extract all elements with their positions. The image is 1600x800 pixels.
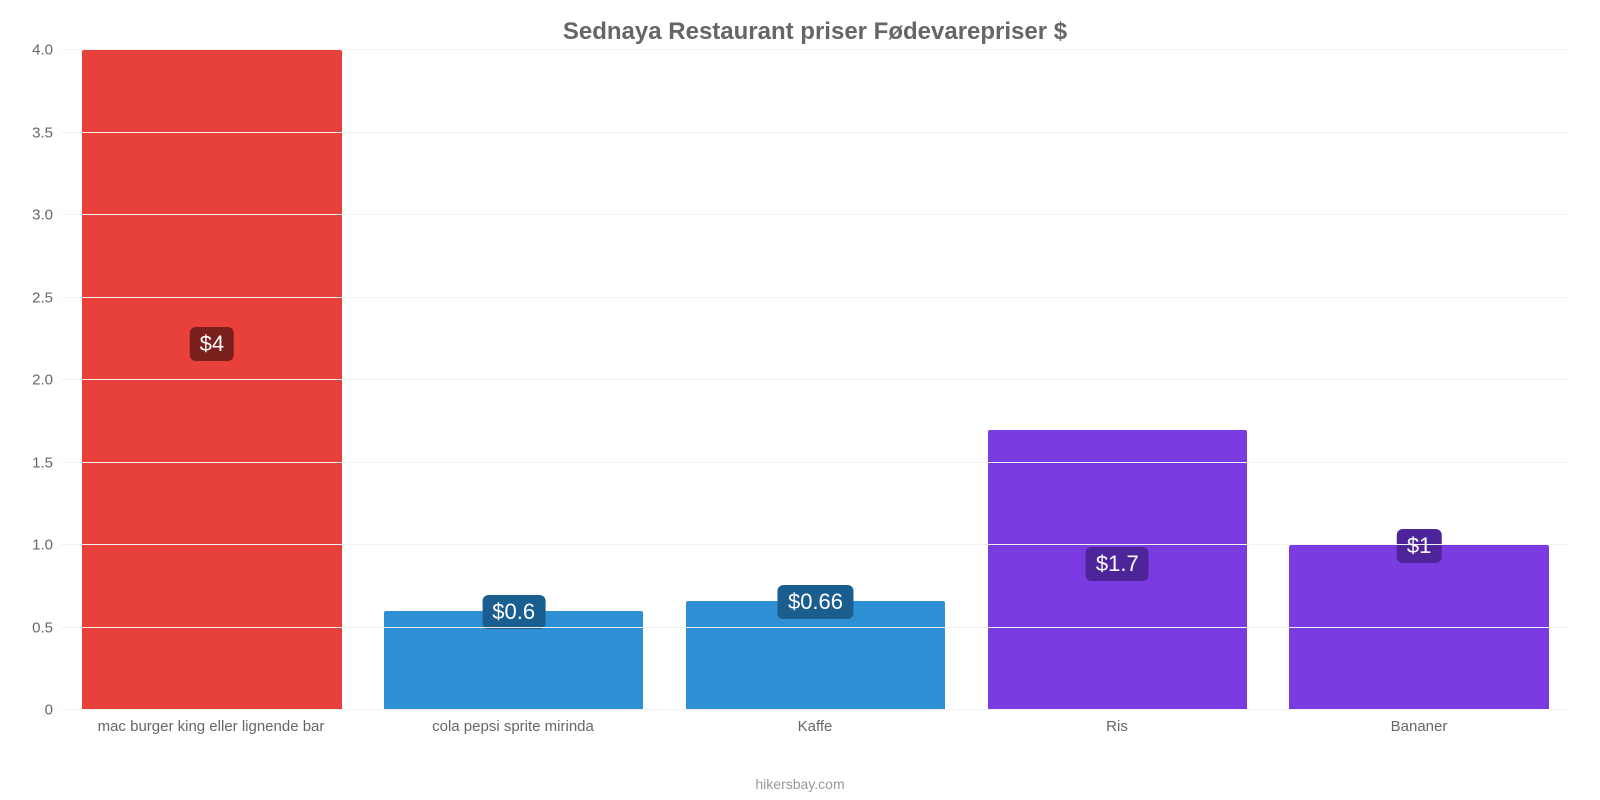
y-tick-label: 3.5 — [32, 124, 61, 141]
chart-title: Sednaya Restaurant priser Fødevarepriser… — [60, 10, 1570, 50]
bar: $0.66 — [686, 601, 946, 710]
value-badge: $1 — [1397, 529, 1441, 563]
grid-line — [61, 132, 1570, 133]
y-tick-label: 1.0 — [32, 537, 61, 554]
bar: $1 — [1289, 545, 1549, 710]
source-text: hikersbay.com — [0, 776, 1600, 792]
chart-container: Sednaya Restaurant priser Fødevarepriser… — [0, 0, 1600, 800]
grid-line — [61, 544, 1570, 545]
y-tick-label: 2.0 — [32, 372, 61, 389]
x-tick-label: mac burger king eller lignende bar — [60, 716, 362, 735]
bar-slot: $1 — [1268, 50, 1570, 710]
bar: $1.7 — [988, 430, 1248, 711]
x-tick-label: Kaffe — [664, 716, 966, 735]
grid-line — [61, 297, 1570, 298]
y-tick-label: 3.0 — [32, 207, 61, 224]
value-badge: $0.6 — [482, 595, 545, 629]
x-tick-label: Bananer — [1268, 716, 1570, 735]
plot-area: $4$0.6$0.66$1.7$1 00.51.01.52.02.53.03.5… — [60, 50, 1570, 710]
bar-slot: $0.66 — [665, 50, 967, 710]
x-tick-label: Ris — [966, 716, 1268, 735]
y-tick-label: 0 — [45, 702, 61, 719]
bars-group: $4 $0.6 $0.66 $1.7 $1 — [61, 50, 1570, 710]
bar-slot: $1.7 — [966, 50, 1268, 710]
grid-line — [61, 627, 1570, 628]
grid-line — [61, 49, 1570, 50]
bar-slot: $0.6 — [363, 50, 665, 710]
value-badge: $0.66 — [778, 585, 853, 619]
grid-line — [61, 214, 1570, 215]
x-axis-labels: mac burger king eller lignende barcola p… — [60, 716, 1570, 735]
grid-line — [61, 462, 1570, 463]
y-tick-label: 4.0 — [32, 42, 61, 59]
grid-line — [61, 709, 1570, 710]
bar-slot: $4 — [61, 50, 363, 710]
x-tick-label: cola pepsi sprite mirinda — [362, 716, 664, 735]
grid-line — [61, 379, 1570, 380]
y-tick-label: 0.5 — [32, 619, 61, 636]
value-badge: $1.7 — [1086, 547, 1149, 581]
value-badge: $4 — [190, 327, 234, 361]
y-tick-label: 1.5 — [32, 454, 61, 471]
y-tick-label: 2.5 — [32, 289, 61, 306]
bar: $4 — [82, 50, 342, 710]
